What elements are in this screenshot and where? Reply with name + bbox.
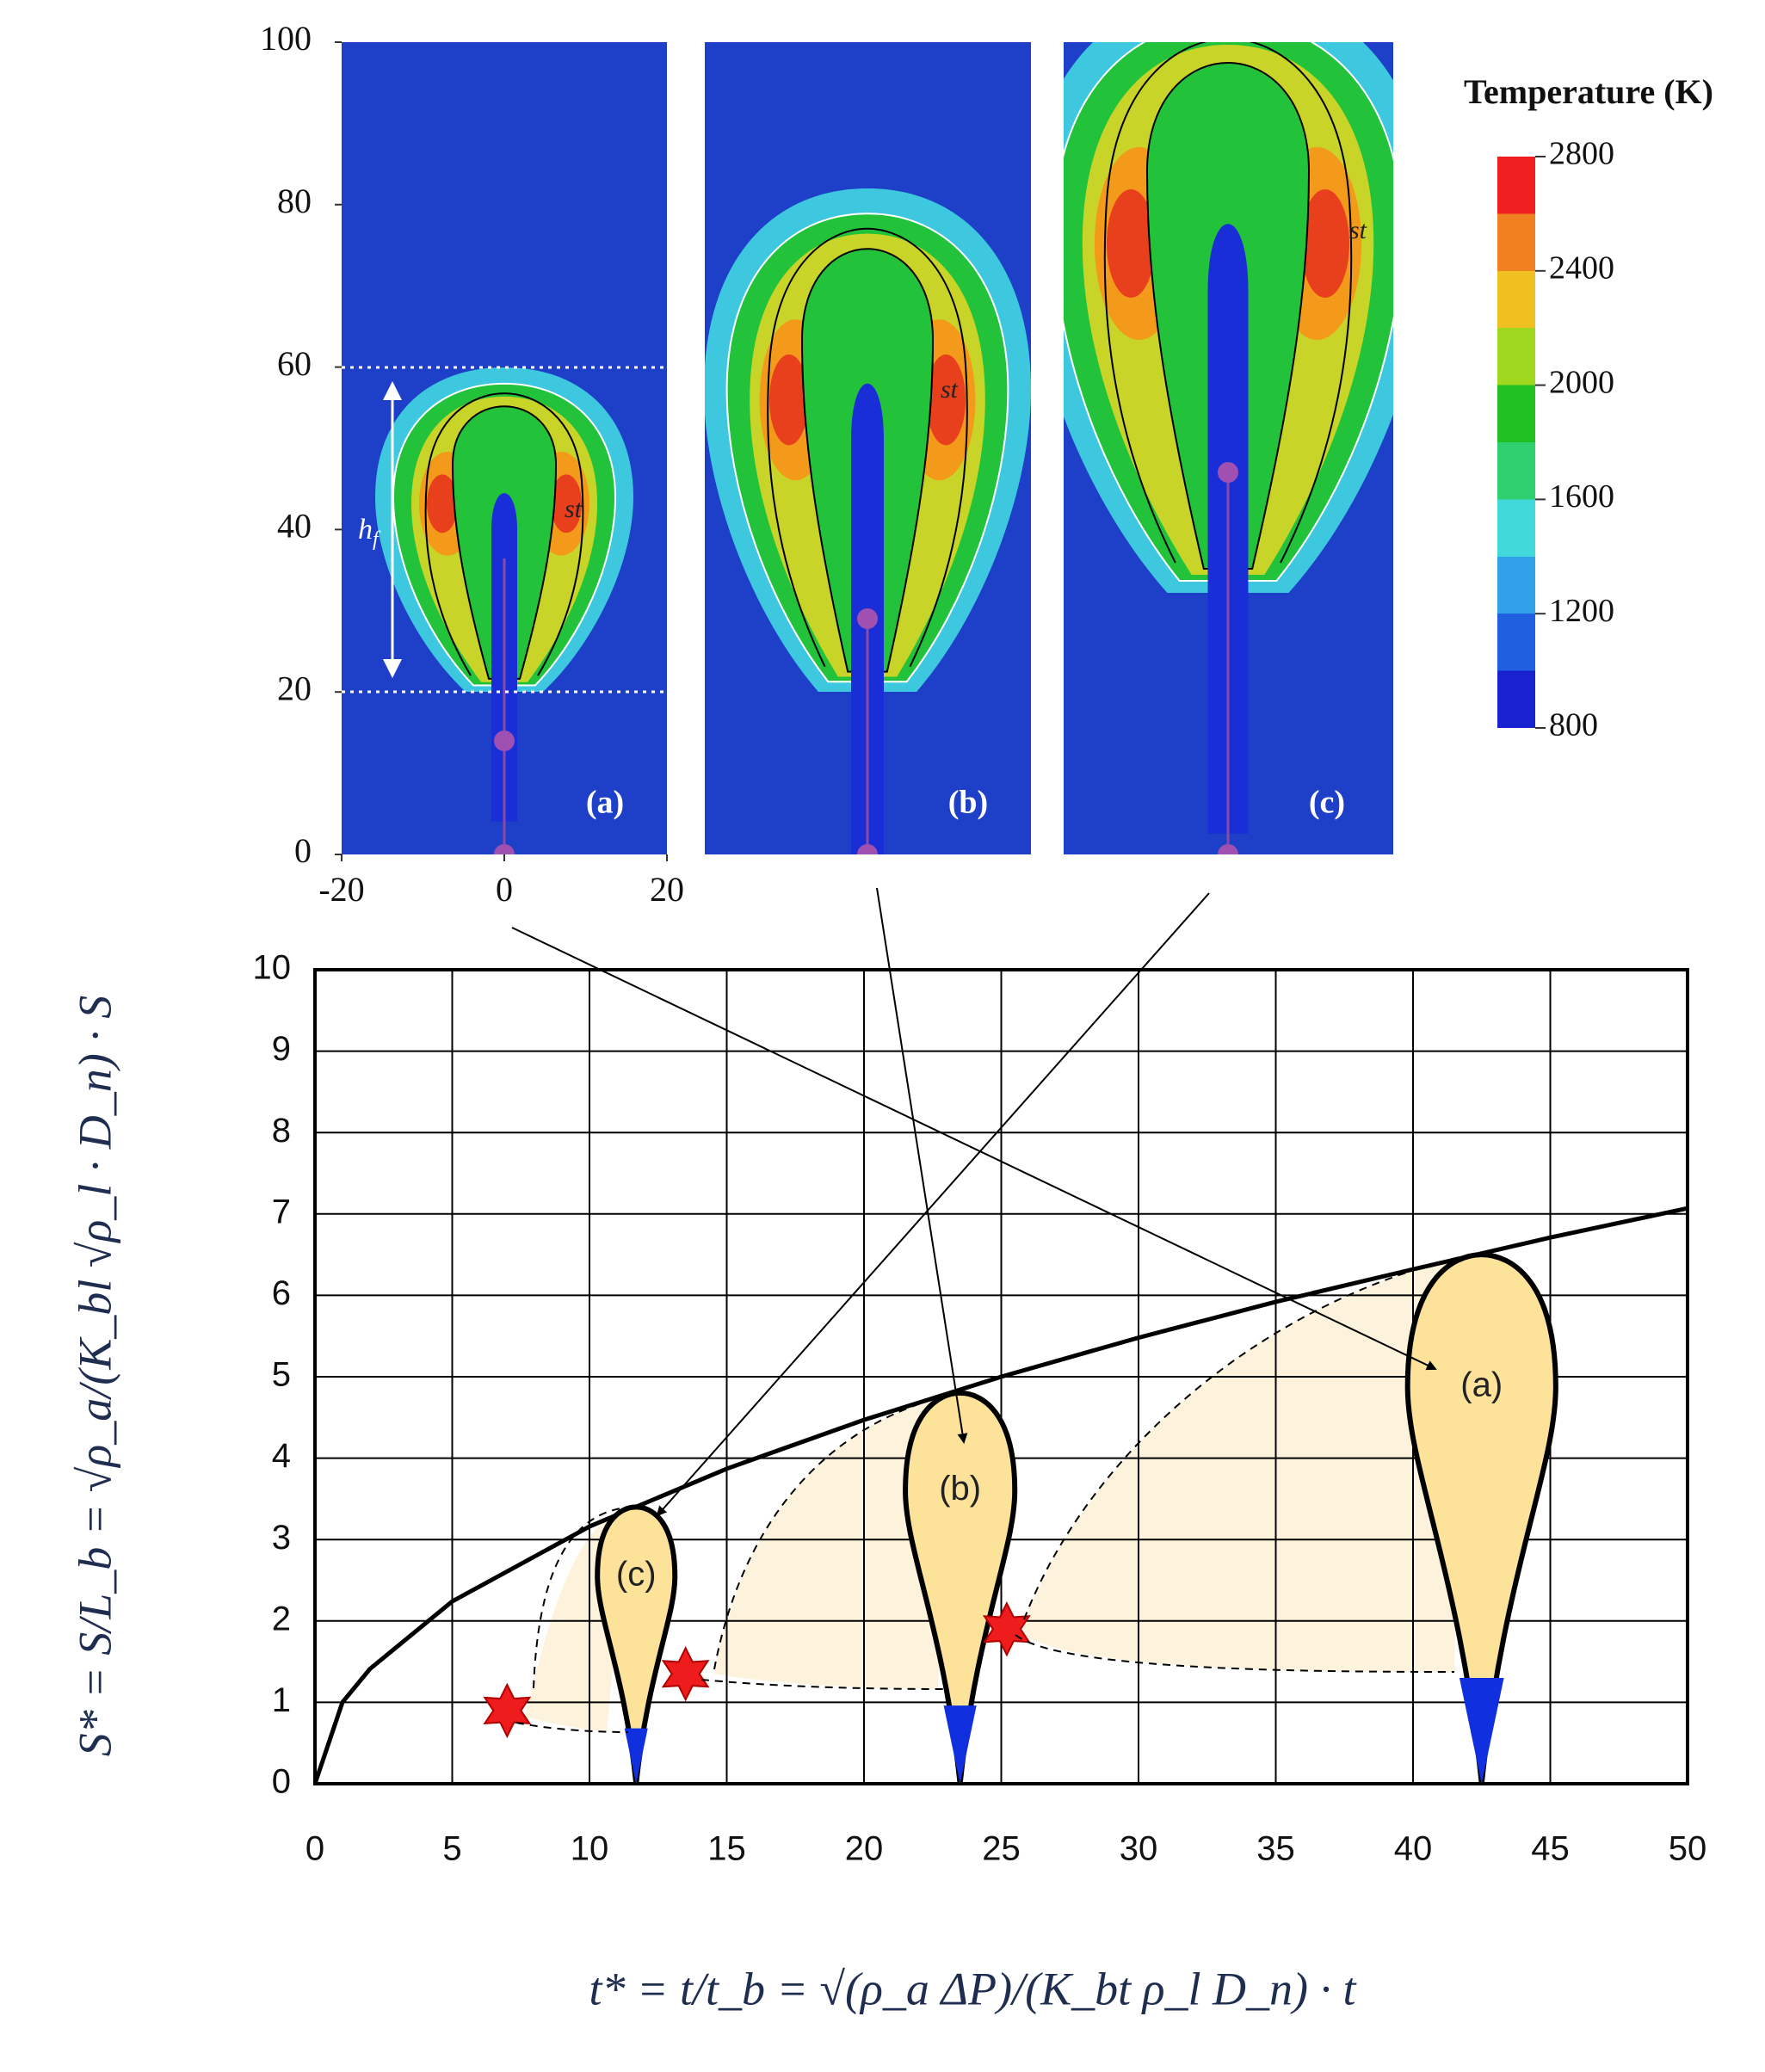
dot [494,844,515,854]
curve [312,1206,1688,1785]
droplet [1404,1252,1558,1785]
x-tick-label: 20 [650,870,684,909]
x-tick-label: 15 [707,1830,746,1868]
colorbar-tick-label: 1600 [1549,478,1614,515]
y-tick-label: 0 [294,831,312,870]
x-tick-label: 10 [571,1830,609,1868]
arrow [656,892,1210,1517]
droplet [903,1390,1018,1785]
x-tick-label: 40 [1394,1830,1433,1868]
dashed-line [713,1395,947,1670]
panel-c [1064,42,1393,854]
panel-a [342,42,667,854]
plot-border [313,968,1689,1785]
arrow [511,927,1437,1371]
droplet-tip [943,1705,977,1784]
y-tick-label: 0 [272,1763,291,1801]
st-label: st [565,495,583,523]
dashed-line [1015,1634,1455,1673]
hf-label: hf [358,514,381,551]
y-tick-label: 9 [272,1030,291,1068]
y-tick-label: 5 [272,1356,291,1394]
colorbar-tick-label: 1200 [1549,593,1614,629]
panel-label: (c) [1309,785,1345,821]
x-tick-label: 5 [442,1830,461,1868]
star [982,1601,1031,1657]
x-tick-label: 0 [305,1830,324,1868]
star [483,1682,532,1739]
y-tick-label: 6 [272,1274,291,1312]
arrow [876,887,968,1444]
dashed-line [533,1507,627,1689]
y-tick-label: 7 [272,1193,291,1230]
plot: 0 5 10 15 20 25 30 35 40 45 50012345678910(c)(b)(a… [69,949,1706,2015]
y-tick-label: 40 [277,507,312,546]
y-tick-label: 80 [277,182,312,220]
x-tick-label: 45 [1531,1830,1570,1868]
panel-b [705,42,1031,854]
y-tick-label: 3 [272,1519,291,1557]
droplet-tip [1459,1678,1504,1784]
y-axis-label: S* = S/L_b = √ρ_a/(K_bl √ρ_l · D_n) · S [69,996,120,1757]
x-tick-label: 30 [1120,1830,1158,1868]
colorbar-tick-label: 2800 [1549,136,1614,172]
droplet [595,1504,678,1785]
panel-label: (a) [586,785,624,821]
region [1024,1256,1463,1672]
colorbar-tick-label: 2000 [1549,364,1614,400]
shading [525,1256,1463,1731]
dashed-line [1023,1255,1464,1620]
droplet-label: (c) [616,1555,657,1593]
y-tick-label: 100 [260,19,312,58]
st-label: st [1349,216,1367,244]
colorbar-tick-label: 800 [1549,707,1598,743]
x-tick-label: 25 [982,1830,1021,1868]
y-tick-label: 2 [272,1600,291,1637]
y-tick-label: 10 [253,949,292,987]
y-tick-label: 60 [277,344,312,383]
droplet-label: (b) [939,1470,981,1508]
y-tick-label: 20 [277,669,312,707]
x-tick-label: -20 [318,870,364,909]
region [714,1396,947,1689]
dot [857,608,878,629]
x-tick-label: 35 [1256,1830,1295,1868]
dashed-line [515,1722,629,1733]
colorbar-title: Temperature (K) [1464,72,1713,111]
hf-sub: f [373,528,381,551]
star [661,1646,710,1702]
dashed-line [700,1679,947,1690]
colorbar [1497,157,1535,728]
panel-label: (b) [948,785,988,821]
droplet-tip [624,1728,648,1784]
st-label: st [941,375,959,404]
y-tick-label: 4 [272,1437,291,1475]
droplet-label: (a) [1460,1366,1503,1403]
y-tick-label: 1 [272,1681,291,1719]
x-tick-label: 20 [845,1830,884,1868]
x-axis-label: t* = t/t_b = √(ρ_a ΔP)/(K_bt ρ_l D_n) · … [589,1963,1358,2014]
colorbar-tick-label: 2400 [1549,250,1614,287]
dot [1218,462,1238,483]
dot [1218,844,1238,854]
dot [857,844,878,854]
dot [494,731,515,751]
x-tick-label: 0 [496,870,513,909]
hf-base: h [358,514,373,546]
x-tick-label: 50 [1669,1830,1707,1868]
y-tick-label: 8 [272,1112,291,1150]
overlay [511,887,1464,1733]
